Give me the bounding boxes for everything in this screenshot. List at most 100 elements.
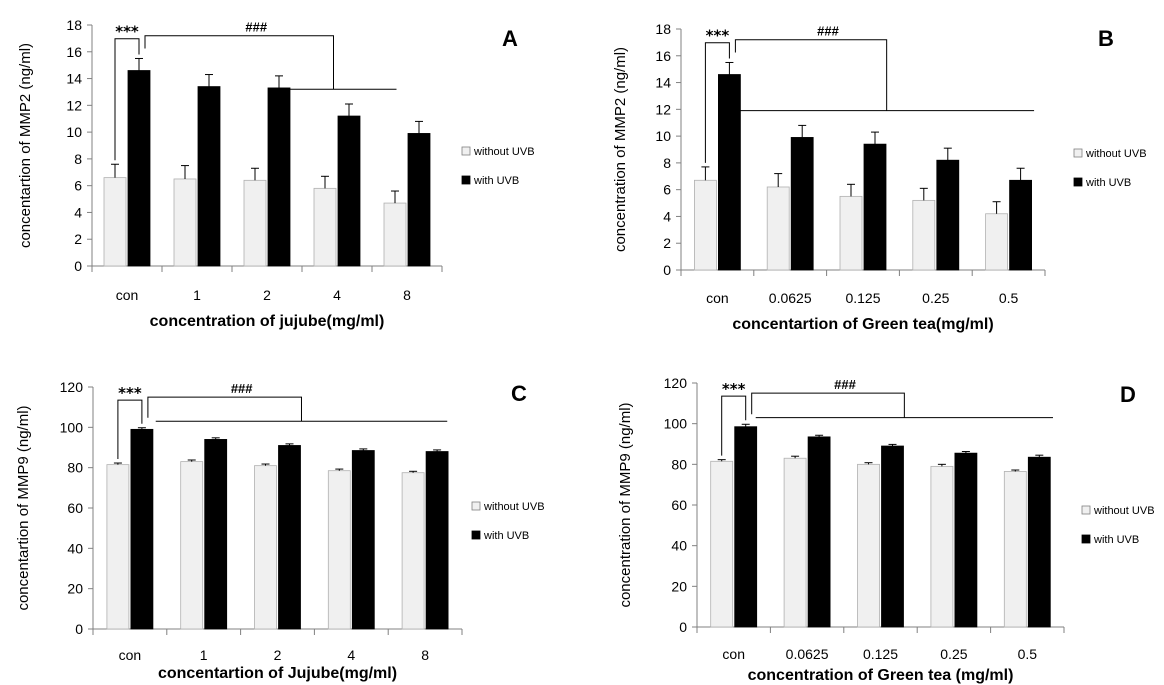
x-tick-label: con [706,290,729,306]
x-tick-label: 0.0625 [769,290,812,306]
legend-swatch [471,530,481,540]
bar [351,450,375,630]
y-axis-label: concentartion of MMP9 (ng/ml) [15,405,32,610]
hash-bracket [751,392,905,418]
bar [1027,456,1051,628]
y-tick-label: 60 [67,500,83,516]
x-tick-label: 0.125 [845,290,880,306]
bar [936,159,960,271]
bar [710,460,734,628]
x-tick-label: 0.25 [922,290,949,306]
panel-letter: B [1098,26,1114,51]
bar [1003,471,1027,628]
bar [401,472,425,630]
y-tick-label: 14 [655,75,671,91]
x-tick-label: 0.0625 [786,646,829,662]
x-axis-label: concentartion of Jujube(mg/ml) [158,665,397,682]
bar [1009,179,1032,271]
x-tick-label: 0.125 [863,646,898,662]
legend-swatch [1073,177,1083,187]
bar [790,137,814,271]
bar [857,463,880,628]
bar [278,445,301,630]
x-tick-label: 1 [193,287,201,303]
y-tick-label: 4 [663,208,671,224]
x-axis-label: concentration of Green tea (mg/ml) [748,667,1014,684]
x-tick-label: 2 [263,287,271,303]
significance-bracket [721,395,747,456]
y-axis-label: concentration of MMP9 (ng/ml) [617,402,634,607]
y-tick-label: 20 [67,581,83,597]
y-tick-label: 16 [655,48,671,64]
bar [881,445,904,628]
y-tick-label: 8 [663,155,671,171]
x-tick-label: 0.5 [1018,646,1038,662]
panel-letter: C [511,381,527,406]
y-tick-label: 14 [66,71,82,87]
bar [127,70,151,267]
hash-bracket [144,35,334,90]
bar [766,186,790,271]
y-tick-label: 12 [655,101,671,117]
bar [425,451,449,630]
bar [383,202,407,267]
significance-stars: *** [706,27,730,45]
bar [839,195,863,271]
hash-bracket [734,39,888,111]
x-tick-label: 0.25 [940,646,967,662]
bar [807,436,831,628]
bar [103,177,127,267]
bar [106,464,130,630]
bar [954,452,978,628]
y-tick-label: 0 [75,621,83,637]
y-tick-label: 10 [66,124,82,140]
chart-panel-c: 0 20 40 60 80 100 120 con 1 2 4 8 *** ### Cconcentarti… [15,379,545,682]
bar [985,213,1008,271]
y-tick-label: 2 [663,235,671,251]
x-tick-label: 4 [333,287,341,303]
y-tick-label: 80 [671,456,687,472]
legend-label: without UVB [473,146,535,158]
x-tick-label: con [722,646,745,662]
x-tick-label: 8 [421,647,429,663]
bar [254,465,277,630]
x-tick-label: 0.5 [999,290,1019,306]
hash-marks: ### [834,377,856,392]
legend-label: without UVB [1085,148,1147,160]
legend-swatch [471,501,481,511]
y-tick-label: 100 [60,419,84,435]
y-tick-label: 20 [671,578,687,594]
bar [243,179,267,267]
legend-label: with UVB [473,175,519,187]
bar [407,133,431,267]
hash-bracket [147,396,302,422]
y-tick-label: 80 [67,460,83,476]
y-tick-label: 40 [67,540,83,556]
x-tick-label: 2 [274,647,282,663]
y-tick-label: 6 [663,182,671,198]
bar [204,439,228,630]
y-tick-label: 0 [679,619,687,635]
bar [694,179,717,271]
y-tick-label: 40 [671,538,687,554]
significance-stars: *** [115,23,139,41]
bar [327,470,351,630]
bar [313,187,337,267]
panel-letter: D [1120,382,1136,407]
legend-label: with UVB [483,530,529,542]
bar [783,457,807,628]
significance-stars: *** [722,380,746,398]
y-tick-label: 8 [74,151,82,167]
y-axis-label: concentartion of MMP2 (ng/ml) [17,43,34,248]
y-tick-label: 2 [74,231,82,247]
y-tick-label: 10 [655,128,671,144]
bar [863,143,887,271]
y-tick-label: 0 [663,262,671,278]
legend-swatch [1081,534,1091,544]
legend-label: without UVB [483,501,545,513]
chart-panel-d: 0 20 40 60 80 100 120 con 0.0625 0.125 0.25 0.5 *** #… [617,375,1155,684]
y-tick-label: 120 [664,375,688,391]
bar [197,86,221,267]
